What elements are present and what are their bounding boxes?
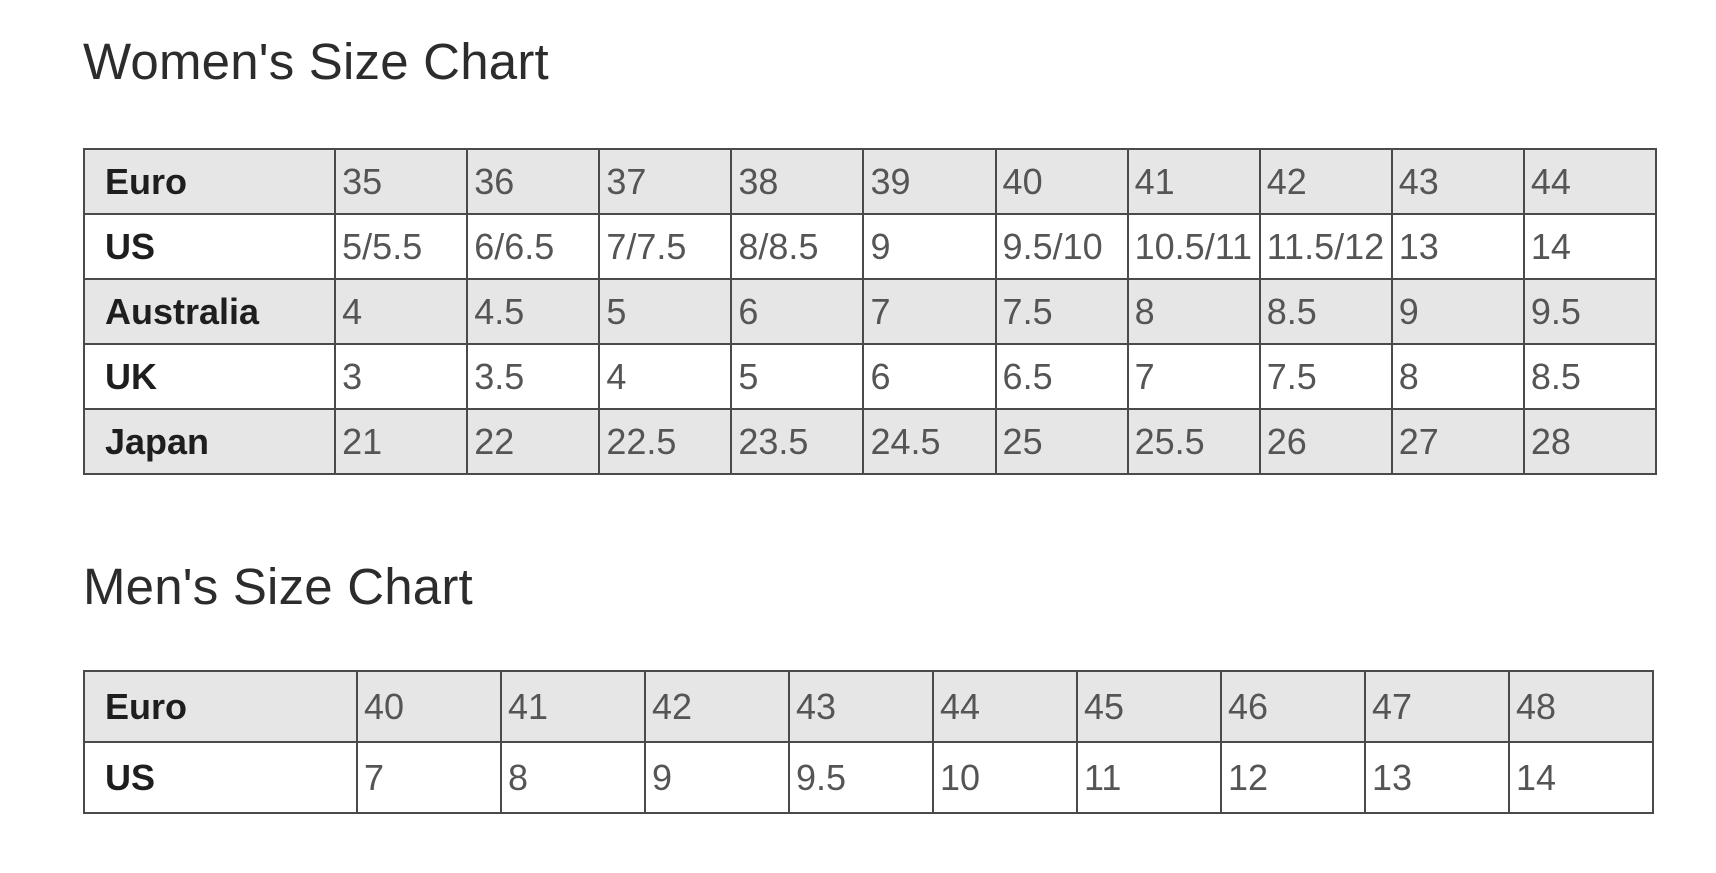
size-cell: 40 [994,148,1129,215]
size-cell: 48 [1508,670,1654,743]
size-row-us: US 7 8 9 9.5 10 11 12 13 14 [83,741,1654,814]
size-cell: 8.5 [1258,278,1393,345]
size-cell: 9 [862,213,997,280]
row-label: Japan [82,408,337,475]
size-cell: 4 [598,343,733,410]
size-cell: 28 [1522,408,1658,475]
size-cell: 14 [1508,741,1654,814]
size-cell: 12 [1220,741,1366,814]
size-cell: 9.5 [1522,278,1658,345]
size-cell: 45 [1076,670,1222,743]
size-cell: 13 [1364,741,1510,814]
size-cell: 35 [334,148,469,215]
size-cell: 7.5 [994,278,1129,345]
size-cell: 39 [862,148,997,215]
size-cell: 7 [356,741,502,814]
size-cell: 9 [1390,278,1525,345]
size-cell: 43 [788,670,934,743]
size-row-euro: Euro 35 36 37 38 39 40 41 42 43 44 [82,148,1658,215]
size-cell: 13 [1390,213,1525,280]
size-cell: 4.5 [466,278,601,345]
size-cell: 6/6.5 [466,213,601,280]
size-cell: 8 [1390,343,1525,410]
row-label: Australia [82,278,337,345]
row-label: Euro [82,148,337,215]
size-cell: 40 [356,670,502,743]
size-cell: 41 [500,670,646,743]
size-cell: 36 [466,148,601,215]
mens-size-table: Euro 40 41 42 43 44 45 46 47 48 US 7 8 9 9.5 10 11 12 13 14 [83,670,1654,814]
size-row-us: US 5/5.5 6/6.5 7/7.5 8/8.5 9 9.5/10 10.5/11 11.5… [82,213,1658,280]
row-label: US [83,741,358,814]
size-cell: 43 [1390,148,1525,215]
womens-size-table: Euro 35 36 37 38 39 40 41 42 43 44 US 5/5.5 6/6.5 7/7.… [82,148,1658,475]
size-cell: 9 [644,741,790,814]
size-cell: 11 [1076,741,1222,814]
size-cell: 46 [1220,670,1366,743]
size-cell: 10.5/11 [1126,213,1261,280]
size-cell: 6 [730,278,865,345]
mens-size-chart-title: Men's Size Chart [83,558,473,615]
size-cell: 26 [1258,408,1393,475]
size-cell: 6 [862,343,997,410]
size-cell: 47 [1364,670,1510,743]
womens-size-chart-title: Women's Size Chart [83,33,549,90]
size-cell: 22.5 [598,408,733,475]
size-cell: 8.5 [1522,343,1658,410]
size-cell: 24.5 [862,408,997,475]
size-row-japan: Japan 21 22 22.5 23.5 24.5 25 25.5 26 27 28 [82,408,1658,475]
size-cell: 42 [644,670,790,743]
size-cell: 11.5/12 [1258,213,1393,280]
size-cell: 25.5 [1126,408,1261,475]
size-cell: 38 [730,148,865,215]
size-cell: 5 [730,343,865,410]
size-cell: 7/7.5 [598,213,733,280]
size-cell: 9.5 [788,741,934,814]
size-cell: 7 [1126,343,1261,410]
row-label: US [82,213,337,280]
size-cell: 7.5 [1258,343,1393,410]
size-cell: 22 [466,408,601,475]
size-cell: 8 [1126,278,1261,345]
size-row-australia: Australia 4 4.5 5 6 7 7.5 8 8.5 9 9.5 [82,278,1658,345]
row-label: Euro [83,670,358,743]
size-cell: 4 [334,278,469,345]
size-cell: 8 [500,741,646,814]
size-cell: 21 [334,408,469,475]
size-cell: 37 [598,148,733,215]
size-cell: 23.5 [730,408,865,475]
size-row-euro: Euro 40 41 42 43 44 45 46 47 48 [83,670,1654,743]
size-cell: 27 [1390,408,1525,475]
row-label: UK [82,343,337,410]
size-cell: 5/5.5 [334,213,469,280]
size-cell: 8/8.5 [730,213,865,280]
size-cell: 5 [598,278,733,345]
size-cell: 41 [1126,148,1261,215]
size-cell: 25 [994,408,1129,475]
size-cell: 7 [862,278,997,345]
size-cell: 14 [1522,213,1658,280]
size-cell: 9.5/10 [994,213,1129,280]
size-cell: 44 [932,670,1078,743]
size-cell: 44 [1522,148,1658,215]
size-cell: 6.5 [994,343,1129,410]
size-cell: 3 [334,343,469,410]
size-cell: 3.5 [466,343,601,410]
size-cell: 10 [932,741,1078,814]
size-row-uk: UK 3 3.5 4 5 6 6.5 7 7.5 8 8.5 [82,343,1658,410]
size-cell: 42 [1258,148,1393,215]
